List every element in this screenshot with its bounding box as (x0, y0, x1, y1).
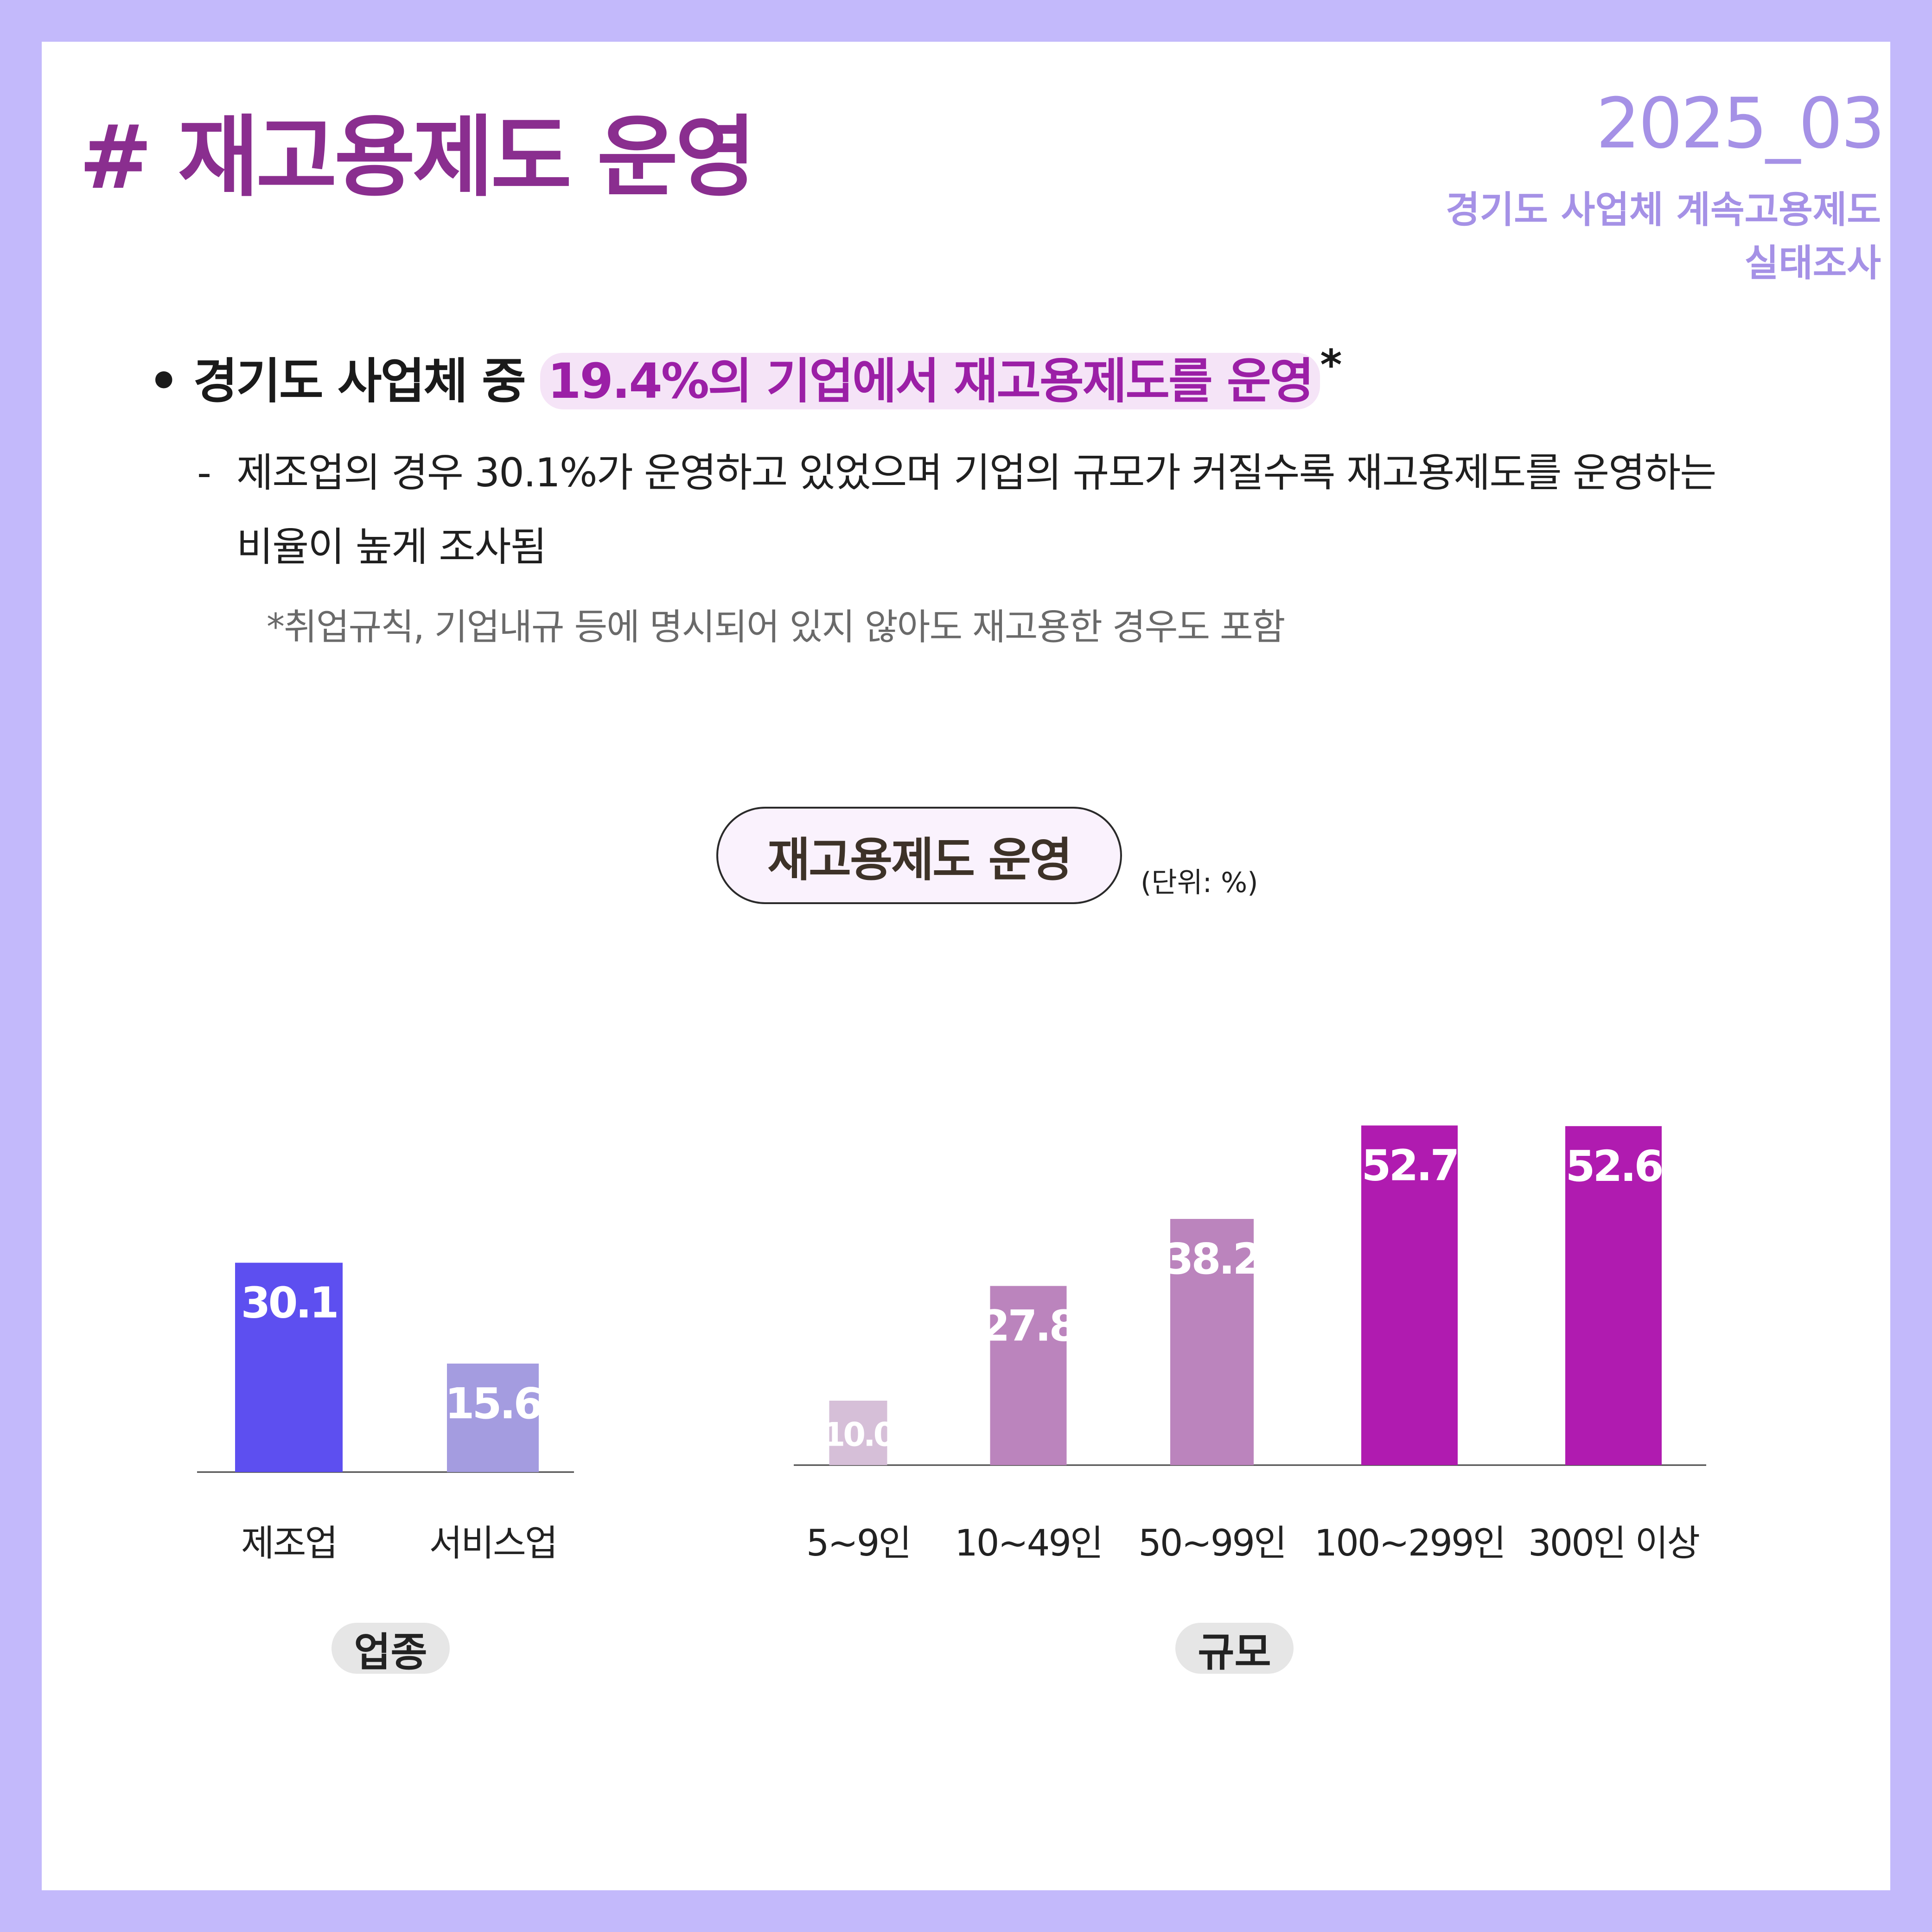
category-label: 10~49인 (955, 1523, 1102, 1564)
page-title: # 재고용제도 운영 (79, 106, 756, 209)
content-card (42, 42, 1890, 1890)
category-label: 5~9인 (806, 1523, 910, 1564)
report-subtitle: 경기도 사업체 계속고용제도 실태조사 (1446, 188, 1881, 285)
bar (1361, 1125, 1458, 1465)
group-label: 업종 (354, 1629, 427, 1676)
bar (235, 1262, 343, 1472)
category-label: 서비스업 (429, 1523, 556, 1564)
bar (829, 1401, 887, 1465)
value-label: 27.8 (981, 1301, 1077, 1351)
value-label: 30.1 (241, 1278, 337, 1328)
value-label: 15.6 (445, 1379, 542, 1428)
chart-title-pill: 재고용제도 운영 (716, 807, 1122, 904)
group-pill-size: 규모 (1175, 1623, 1294, 1676)
footnote-mark: * (1320, 341, 1342, 389)
detail-dash: - (197, 450, 212, 496)
value-label: 52.7 (1362, 1141, 1458, 1190)
category-label: 100~299인 (1314, 1523, 1505, 1564)
group-pill-industry: 업종 (332, 1623, 450, 1676)
group-label: 규모 (1198, 1629, 1271, 1676)
category-label: 300인 이상 (1528, 1523, 1699, 1564)
summary-detail: 제조업의 경우 30.1%가 운영하고 있었으며 기업의 규모가 커질수록 재고… (236, 450, 1716, 570)
value-label: 38.2 (1164, 1234, 1260, 1284)
category-label: 제조업 (241, 1523, 337, 1564)
bullet-dot: • (148, 353, 193, 409)
summary-bullet: • 경기도 사업체 중 19.4%의 기업에서 재고용제도를 운영 * (148, 341, 1342, 412)
bar (1565, 1126, 1662, 1465)
value-label: 10.0 (823, 1416, 895, 1454)
footnote: *취업규칙, 기업내규 등에 명시되어 있지 않아도 재고용한 경우도 포함 (267, 606, 1285, 648)
category-label: 50~99인 (1138, 1523, 1286, 1564)
bar (990, 1286, 1067, 1465)
bullet-highlight: 19.4%의 기업에서 재고용제도를 운영 (540, 353, 1320, 409)
report-year: 2025_03 (1596, 83, 1885, 164)
bar (1170, 1219, 1254, 1465)
chart-unit: (단위: %) (1141, 867, 1258, 899)
bar (447, 1364, 539, 1472)
value-label: 52.6 (1566, 1141, 1662, 1191)
bullet-prefix: 경기도 사업체 중 (193, 353, 526, 409)
chart-title: 재고용제도 운영 (767, 832, 1072, 887)
